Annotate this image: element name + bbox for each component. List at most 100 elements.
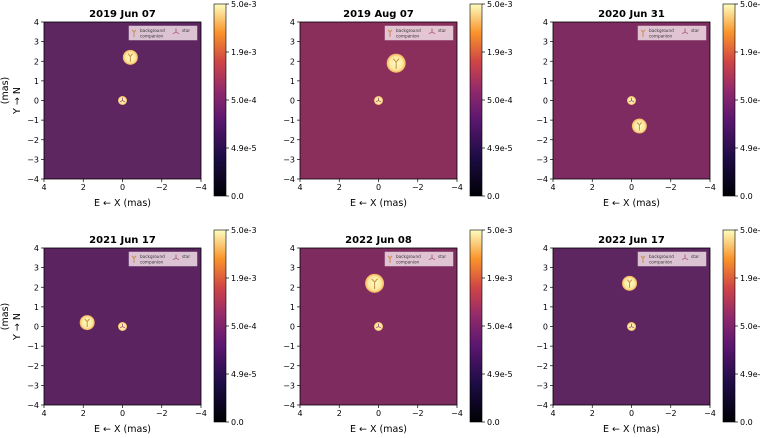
companion-marker-icon [640,29,646,37]
y-tick-label: −1 [536,116,548,125]
colorbar-tick-label: 0.0 [487,418,500,427]
legend-box [637,25,707,41]
companion-marker-icon [387,29,393,37]
star-marker-arm [431,257,436,261]
star-marker-arm [172,257,177,261]
y-tick-label: 0 [290,97,295,106]
y-axis-unit: (mas) [0,77,11,104]
star-source [118,96,127,105]
legend-label-background: background [396,254,421,259]
y-tick-label: 3 [543,264,548,273]
x-axis-label: E ← X (mas) [603,424,660,435]
star-marker-icon [681,28,689,35]
star-marker-arm [172,31,177,35]
y-tick-label: 1 [290,77,295,86]
y-tick-label: 1 [543,303,548,312]
y-tick-label: 2 [290,57,295,66]
colorbar-tick-label: 4.9e-5 [231,144,257,153]
legend-box [637,251,707,267]
y-tick-label: −3 [283,155,295,164]
star-marker-icon [172,28,180,35]
star-source [374,96,383,105]
y-tick-label: −4 [283,175,295,184]
x-tick-label: 0 [629,183,634,192]
y-axis-label: Y → N [12,313,23,341]
colorbar-gradient [469,229,483,423]
legend-label-background: background [649,28,674,33]
y-tick-label: 1 [543,77,548,86]
companion-marker-icon [626,279,633,288]
star-source [374,322,383,331]
colorbar-tick-label: 5.0e-4 [487,96,513,105]
x-tick-label: 2 [337,183,342,192]
companion-marker-icon [84,318,90,328]
x-tick-label: 4 [41,183,46,192]
companion-marker-arm [133,29,137,33]
star-marker-icon [628,97,635,103]
companion-marker-arm [642,255,646,259]
y-tick-label: 4 [290,244,295,253]
y-tick-label: 1 [34,303,39,312]
panel-title: 2022 Jun 17 [598,235,665,246]
colorbar-tick-label: 0.0 [487,192,500,201]
y-tick-label: 2 [34,57,39,66]
x-tick-label: −2 [156,409,168,418]
y-tick-label: 0 [34,323,39,332]
colorbar-gradient [469,3,483,197]
colorbar-tick-label: 5.0e-3 [740,226,760,235]
colorbar: 5.0e-3 1.9e-3 5.0e-4 4.9e-5 0.0 [213,226,257,427]
y-tick-label: 3 [290,38,295,47]
colorbar: 5.0e-3 1.9e-3 5.0e-4 4.9e-5 0.0 [213,0,257,201]
colorbar-tick-label: 4.9e-5 [740,370,760,379]
colorbar-gradient [722,3,736,197]
star-marker-arm [428,257,433,261]
x-tick-label: −4 [195,409,207,418]
companion-marker-arm [626,279,630,283]
y-tick-label: 3 [290,264,295,273]
colorbar-tick-label: 5.0e-4 [740,96,760,105]
companion-marker-arm [387,29,391,33]
companion-marker-arm [638,122,642,126]
x-tick-label: 0 [120,409,125,418]
companion-source [386,53,406,73]
star-marker-arm [631,100,635,103]
legend-label-star: star [438,28,446,33]
panel-title: 2019 Aug 07 [343,9,414,20]
y-tick-label: 1 [290,303,295,312]
companion-marker-arm [133,255,137,259]
companion-marker-arm [640,255,644,259]
y-axis-unit: (mas) [0,303,11,330]
y-tick-label: 0 [543,323,548,332]
legend-label-star: star [182,254,190,259]
companion-marker-arm [642,29,646,33]
colorbar: 5.0e-3 1.9e-3 5.0e-4 4.9e-5 0.0 [469,0,513,201]
y-tick-label: 0 [290,323,295,332]
star-source [627,322,636,331]
colorbar-tick-label: 1.9e-3 [231,274,257,283]
companion-marker-icon [127,53,133,62]
companion-marker-arm [389,255,393,259]
star-marker-arm [681,257,686,261]
star-marker-arm [681,31,686,35]
companion-source [122,49,138,65]
star-marker-arm [631,326,635,329]
star-marker-icon [375,323,382,329]
star-marker-arm [175,31,180,35]
x-tick-label: 2 [337,409,342,418]
colorbar-tick-label: 5.0e-3 [231,0,257,9]
y-tick-label: −3 [536,155,548,164]
x-tick-label: 2 [81,183,86,192]
companion-marker-arm [636,122,640,126]
companion-marker-icon [640,255,646,263]
x-tick-label: 4 [297,183,302,192]
star-marker-icon [375,97,382,103]
colorbar-tick-label: 5.0e-3 [487,0,513,9]
colorbar-tick-label: 4.9e-5 [487,144,513,153]
star-marker-icon [428,254,436,261]
legend-box [384,25,454,41]
star-marker-arm [119,326,123,329]
